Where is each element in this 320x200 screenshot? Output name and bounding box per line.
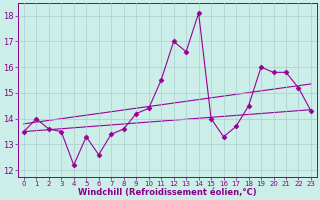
X-axis label: Windchill (Refroidissement éolien,°C): Windchill (Refroidissement éolien,°C) <box>78 188 257 197</box>
